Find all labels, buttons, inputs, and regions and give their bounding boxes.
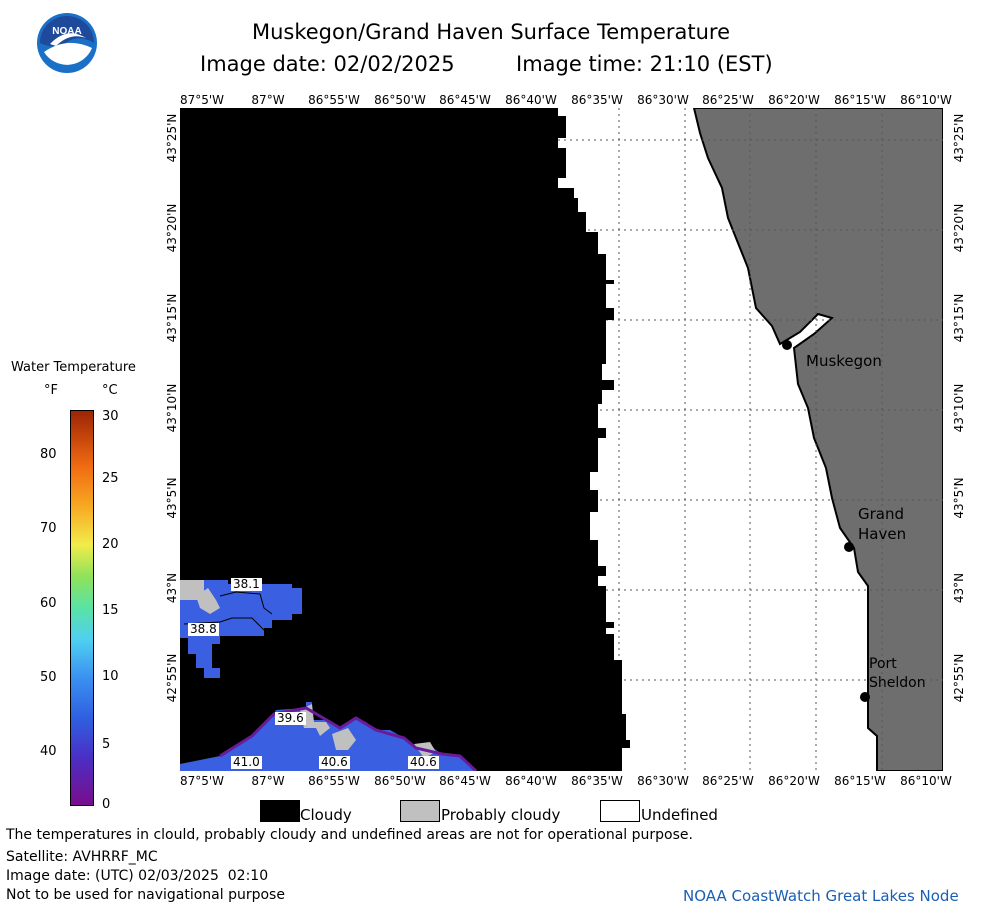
colorbar-title: Water Temperature [11,360,136,375]
map-title: Muskegon/Grand Haven Surface Temperature [251,20,731,44]
longitude-tick-label: 86°40'W [505,93,557,107]
celsius-tick-label: 30 [102,409,119,424]
legend-label-undefined: Undefined [641,806,718,824]
fahrenheit-tick-label: 40 [40,744,57,759]
city-label-port-sheldon: Port Sheldon [869,656,926,691]
longitude-tick-label: 86°10'W [900,93,952,107]
legend-swatch-undefined [600,800,640,822]
celsius-tick-label: 15 [102,603,119,618]
longitude-tick-label: 86°30'W [637,93,689,107]
longitude-tick-label: 86°55'W [308,93,360,107]
city-label-grand-haven: Grand Haven [858,505,907,543]
legend-swatch-probably-cloudy [400,800,440,822]
longitude-tick-label: 87°5'W [179,93,225,107]
longitude-tick-label: 86°25'W [702,774,754,788]
unit-fahrenheit: °F [44,383,58,398]
longitude-tick-label: 87°5'W [179,774,225,788]
temp-label: 38.1 [231,577,262,591]
legend-label-probably-cloudy: Probably cloudy [441,806,561,824]
cloud-area [180,108,630,771]
latitude-tick-label: 43°5'N [165,477,179,519]
credit-text: NOAA CoastWatch Great Lakes Node [683,887,959,905]
image-time: Image time: 21:10 (EST) [516,52,773,76]
latitude-tick-label: 43°15'N [952,293,966,343]
longitude-tick-label: 86°20'W [768,93,820,107]
utc-date-text: Image date: (UTC) 02/03/2025 02:10 [6,868,269,884]
disclaimer-text: The temperatures in clould, probably clo… [6,827,693,843]
temp-label: 41.0 [231,755,262,769]
longitude-tick-label: 86°45'W [439,93,491,107]
latitude-tick-label: 43°25'N [165,113,179,163]
longitude-tick-label: 87°W [251,93,285,107]
water-patch-south [180,702,476,771]
celsius-tick-label: 25 [102,471,119,486]
city-label-muskegon: Muskegon [806,352,882,370]
longitude-tick-label: 86°15'W [834,93,886,107]
temp-label: 39.6 [275,711,306,725]
legend-swatch-cloudy [260,800,300,822]
temp-label: 40.6 [408,755,439,769]
longitude-tick-label: 86°35'W [571,774,623,788]
celsius-tick-label: 10 [102,669,119,684]
latitude-tick-label: 43°25'N [952,113,966,163]
map-area [180,108,943,771]
land-area [692,108,943,771]
latitude-tick-label: 43°10'N [952,383,966,433]
longitude-tick-label: 86°20'W [768,774,820,788]
fahrenheit-tick-label: 60 [40,596,57,611]
latitude-tick-label: 43°N [165,572,179,604]
longitude-tick-label: 86°35'W [571,93,623,107]
satellite-text: Satellite: AVHRRF_MC [6,849,158,865]
latitude-tick-label: 43°N [952,572,966,604]
colorbar [70,410,94,806]
longitude-tick-label: 86°45'W [439,774,491,788]
navigation-warning: Not to be used for navigational purpose [6,887,285,903]
fahrenheit-tick-label: 70 [40,521,57,536]
longitude-tick-label: 86°55'W [308,774,360,788]
celsius-tick-label: 5 [102,737,111,752]
longitude-tick-label: 86°40'W [505,774,557,788]
celsius-tick-label: 20 [102,537,119,552]
celsius-tick-label: 0 [102,797,111,812]
longitude-tick-label: 86°50'W [374,774,426,788]
fahrenheit-tick-label: 50 [40,670,57,685]
temp-label: 40.6 [319,755,350,769]
noaa-logo: NOAA [36,12,98,74]
temp-label: 38.8 [188,622,219,636]
svg-text:NOAA: NOAA [52,26,81,37]
legend-label-cloudy: Cloudy [300,806,352,824]
longitude-tick-label: 86°50'W [374,93,426,107]
latitude-tick-label: 43°5'N [952,477,966,519]
latitude-tick-label: 42°55'N [952,653,966,703]
longitude-tick-label: 86°15'W [834,774,886,788]
latitude-tick-label: 43°20'N [165,203,179,253]
longitude-tick-label: 87°W [251,774,285,788]
longitude-tick-label: 86°10'W [900,774,952,788]
image-date: Image date: 02/02/2025 [200,52,455,76]
unit-celsius: °C [102,383,118,398]
latitude-tick-label: 43°15'N [165,293,179,343]
latitude-tick-label: 43°10'N [165,383,179,433]
longitude-tick-label: 86°25'W [702,93,754,107]
latitude-tick-label: 43°20'N [952,203,966,253]
longitude-tick-label: 86°30'W [637,774,689,788]
fahrenheit-tick-label: 80 [40,447,57,462]
latitude-tick-label: 42°55'N [165,653,179,703]
